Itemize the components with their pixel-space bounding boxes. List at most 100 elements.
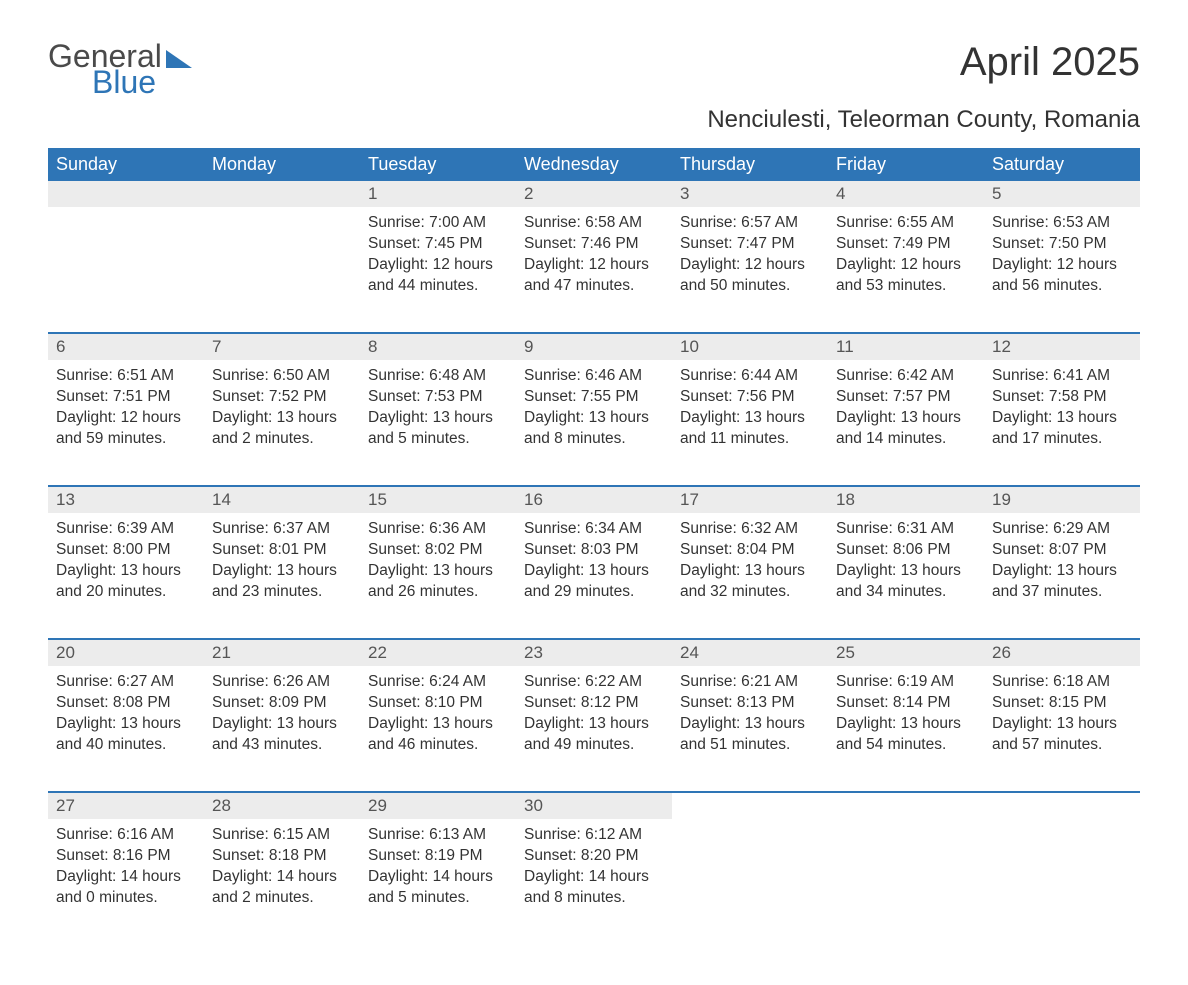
- day-d2: and 51 minutes.: [680, 735, 820, 756]
- day-content-row: Sunrise: 6:27 AMSunset: 8:08 PMDaylight:…: [48, 666, 1140, 792]
- day-sr: Sunrise: 6:26 AM: [212, 672, 352, 693]
- day-sr: Sunrise: 6:13 AM: [368, 825, 508, 846]
- day-number-cell: [828, 792, 984, 819]
- day-number-cell: 30: [516, 792, 672, 819]
- day-number-cell: 18: [828, 486, 984, 513]
- day-d2: and 50 minutes.: [680, 276, 820, 297]
- day-d2: and 8 minutes.: [524, 888, 664, 909]
- day-number-cell: 19: [984, 486, 1140, 513]
- day-number-cell: 14: [204, 486, 360, 513]
- day-ss: Sunset: 8:01 PM: [212, 540, 352, 561]
- day-sr: Sunrise: 6:37 AM: [212, 519, 352, 540]
- day-content-row: Sunrise: 7:00 AMSunset: 7:45 PM Daylight:…: [48, 207, 1140, 333]
- brand-logo: General Blue: [48, 40, 192, 98]
- day-d2: and 2 minutes.: [212, 888, 352, 909]
- day-sr: Sunrise: 6:58 AM: [524, 213, 664, 234]
- day-content-cell: Sunrise: 6:41 AMSunset: 7:58 PMDaylight:…: [984, 360, 1140, 486]
- day-number-cell: 9: [516, 333, 672, 360]
- day-content-cell: [984, 819, 1140, 945]
- day-content-cell: Sunrise: 6:19 AMSunset: 8:14 PMDaylight:…: [828, 666, 984, 792]
- day-ss: Sunset: 7:45 PM: [368, 234, 508, 255]
- day-ss: Sunset: 7:57 PM: [836, 387, 976, 408]
- day-number-cell: 13: [48, 486, 204, 513]
- day-sr: Sunrise: 6:22 AM: [524, 672, 664, 693]
- day-content-cell: Sunrise: 6:22 AMSunset: 8:12 PMDaylight:…: [516, 666, 672, 792]
- day-ss: Sunset: 8:19 PM: [368, 846, 508, 867]
- day-number-cell: 8: [360, 333, 516, 360]
- day-content-cell: Sunrise: 6:48 AMSunset: 7:53 PMDaylight:…: [360, 360, 516, 486]
- day-sr: Sunrise: 6:46 AM: [524, 366, 664, 387]
- day-d1: Daylight: 13 hours: [56, 714, 196, 735]
- day-d1: Daylight: 12 hours: [836, 255, 976, 276]
- day-ss: Sunset: 8:13 PM: [680, 693, 820, 714]
- day-ss: Sunset: 8:00 PM: [56, 540, 196, 561]
- day-number-cell: 23: [516, 639, 672, 666]
- day-ss: Sunset: 7:46 PM: [524, 234, 664, 255]
- day-content-cell: Sunrise: 6:44 AMSunset: 7:56 PMDaylight:…: [672, 360, 828, 486]
- day-number-cell: 15: [360, 486, 516, 513]
- day-number-cell: 7: [204, 333, 360, 360]
- day-d2: and 23 minutes.: [212, 582, 352, 603]
- day-sr: Sunrise: 6:57 AM: [680, 213, 820, 234]
- day-sr: Sunrise: 6:16 AM: [56, 825, 196, 846]
- day-sr: Sunrise: 6:55 AM: [836, 213, 976, 234]
- day-d2: and 54 minutes.: [836, 735, 976, 756]
- day-sr: Sunrise: 6:42 AM: [836, 366, 976, 387]
- day-content-cell: Sunrise: 6:16 AMSunset: 8:16 PMDaylight:…: [48, 819, 204, 945]
- weekday-header: Monday: [204, 148, 360, 181]
- day-number-cell: 10: [672, 333, 828, 360]
- day-content-cell: Sunrise: 6:55 AMSunset: 7:49 PMDaylight:…: [828, 207, 984, 333]
- day-d1: Daylight: 13 hours: [368, 408, 508, 429]
- day-d1: Daylight: 13 hours: [56, 561, 196, 582]
- day-d2: and 5 minutes.: [368, 888, 508, 909]
- day-content-cell: Sunrise: 6:57 AMSunset: 7:47 PMDaylight:…: [672, 207, 828, 333]
- day-ss: Sunset: 8:15 PM: [992, 693, 1132, 714]
- day-d2: and 43 minutes.: [212, 735, 352, 756]
- day-content-cell: Sunrise: 6:29 AMSunset: 8:07 PMDaylight:…: [984, 513, 1140, 639]
- weekday-header: Wednesday: [516, 148, 672, 181]
- day-d1: Daylight: 12 hours: [524, 255, 664, 276]
- day-content-row: Sunrise: 6:51 AMSunset: 7:51 PMDaylight:…: [48, 360, 1140, 486]
- day-d2: and 8 minutes.: [524, 429, 664, 450]
- day-sr: Sunrise: 6:31 AM: [836, 519, 976, 540]
- day-number-cell: 24: [672, 639, 828, 666]
- day-d2: and 47 minutes.: [524, 276, 664, 297]
- day-d1: Daylight: 13 hours: [992, 408, 1132, 429]
- day-d2: and 46 minutes.: [368, 735, 508, 756]
- day-d1: Daylight: 13 hours: [680, 714, 820, 735]
- day-sr: Sunrise: 6:34 AM: [524, 519, 664, 540]
- day-number-cell: [984, 792, 1140, 819]
- day-d1: Daylight: 13 hours: [368, 561, 508, 582]
- day-content-cell: Sunrise: 6:37 AMSunset: 8:01 PMDaylight:…: [204, 513, 360, 639]
- day-d2: and 34 minutes.: [836, 582, 976, 603]
- day-sr: Sunrise: 6:44 AM: [680, 366, 820, 387]
- day-content-cell: Sunrise: 6:26 AMSunset: 8:09 PMDaylight:…: [204, 666, 360, 792]
- day-content-cell: Sunrise: 6:42 AMSunset: 7:57 PMDaylight:…: [828, 360, 984, 486]
- day-ss: Sunset: 8:14 PM: [836, 693, 976, 714]
- day-content-cell: Sunrise: 6:13 AMSunset: 8:19 PMDaylight:…: [360, 819, 516, 945]
- day-sr: Sunrise: 7:00 AM: [368, 213, 508, 234]
- day-content-cell: Sunrise: 6:39 AMSunset: 8:00 PMDaylight:…: [48, 513, 204, 639]
- day-content-cell: Sunrise: 6:51 AMSunset: 7:51 PMDaylight:…: [48, 360, 204, 486]
- day-d2: and 44 minutes.: [368, 276, 508, 297]
- day-number-cell: 11: [828, 333, 984, 360]
- day-sr: Sunrise: 6:36 AM: [368, 519, 508, 540]
- day-d2: and 5 minutes.: [368, 429, 508, 450]
- header: General Blue April 2025: [48, 40, 1140, 98]
- day-number-cell: 17: [672, 486, 828, 513]
- day-d1: Daylight: 14 hours: [524, 867, 664, 888]
- day-sr: Sunrise: 6:24 AM: [368, 672, 508, 693]
- day-content-row: Sunrise: 6:16 AMSunset: 8:16 PMDaylight:…: [48, 819, 1140, 945]
- day-number-cell: 5: [984, 181, 1140, 207]
- day-d1: Daylight: 12 hours: [992, 255, 1132, 276]
- brand-word2: Blue: [48, 66, 192, 98]
- day-number-row: 13141516171819: [48, 486, 1140, 513]
- day-sr: Sunrise: 6:15 AM: [212, 825, 352, 846]
- day-content-cell: Sunrise: 6:31 AMSunset: 8:06 PMDaylight:…: [828, 513, 984, 639]
- day-ss: Sunset: 8:12 PM: [524, 693, 664, 714]
- day-ss: Sunset: 7:47 PM: [680, 234, 820, 255]
- day-ss: Sunset: 7:58 PM: [992, 387, 1132, 408]
- day-d2: and 57 minutes.: [992, 735, 1132, 756]
- day-d1: Daylight: 14 hours: [56, 867, 196, 888]
- day-d2: and 2 minutes.: [212, 429, 352, 450]
